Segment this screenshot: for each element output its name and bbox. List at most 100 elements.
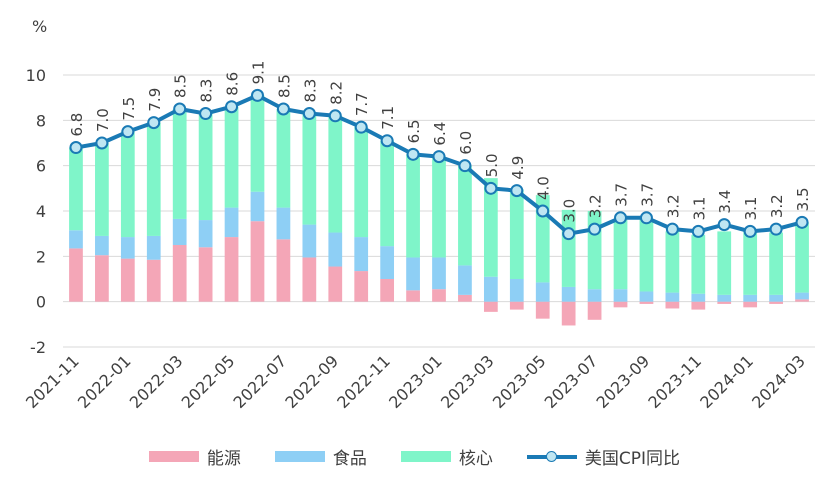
bar-core [172,109,187,219]
cpi-point [173,102,187,116]
cpi-point [562,227,576,241]
data-label: 8.3 [198,79,216,103]
y-tick-label: 4 [36,202,46,221]
bar-food [250,191,265,222]
bar-core [198,113,213,221]
cpi-point [588,222,602,236]
bar-food [458,265,472,295]
legend: 能源 食品 核心 美国CPI同比 [0,440,829,472]
x-tick-label: 2023-01 [385,351,446,412]
data-label: 3.2 [768,194,786,218]
cpi-point [536,204,550,218]
cpi-point [121,125,135,139]
bar-food [743,294,758,302]
data-label: 3.1 [742,197,760,221]
bar-energy [483,301,498,312]
data-label: 9.1 [249,61,267,85]
bar-energy [276,239,291,302]
y-tick-label: 10 [26,66,46,85]
bar-energy [613,301,628,308]
bar-food [587,289,602,302]
bar-food [120,237,135,259]
data-label: 6.5 [405,119,423,143]
bar-food [354,237,369,272]
bar-food [95,235,109,256]
bar-food [328,232,343,267]
bar-energy [795,299,809,302]
bar-core [95,143,109,236]
bar-energy [561,301,576,326]
bar-energy [95,255,109,302]
bar-energy [432,289,446,302]
legend-swatch-cpi [526,450,577,462]
legend-item-core: 核心 [400,444,493,469]
cpi-point [406,147,420,161]
cpi-point [225,100,239,114]
cpi-point [276,102,290,116]
legend-item-cpi: 美国CPI同比 [526,444,681,469]
legend-label-cpi: 美国CPI同比 [584,448,681,469]
cpi-point [380,134,394,148]
bar-energy [224,237,239,302]
cpi-point [795,215,809,229]
legend-label-energy: 能源 [206,448,241,469]
bar-core [509,189,524,279]
bar-energy [302,257,317,302]
x-tick-label: 2022-01 [74,351,135,412]
y-tick-label: 6 [36,157,46,176]
bar-food [224,207,239,238]
data-label: 7.1 [379,106,397,130]
bar-energy [509,301,524,310]
bar-core [380,140,395,247]
data-label: 3.5 [794,187,812,211]
y-unit-label: % [32,17,47,36]
cpi-point [614,211,628,225]
bar-energy [172,245,187,302]
bar-food [535,282,550,302]
bar-core [483,178,498,277]
bar-food [302,224,317,258]
bar-food [483,276,498,302]
x-tick-label: 2023-05 [489,351,550,412]
cpi-point [147,116,161,130]
x-tick-label: 2022-11 [333,351,394,412]
bar-core [717,231,732,295]
x-axis: 2021-112022-012022-032022-052022-072022-… [22,351,809,412]
bar-food [665,292,680,302]
data-label: 3.7 [638,183,656,207]
bar-core [328,115,343,233]
legend-swatch-core [400,450,451,462]
cpi-point [510,184,524,198]
bar-energy [380,279,395,302]
x-tick-label: 2021-11 [22,351,83,412]
cpi-point [743,224,757,238]
bar-core [795,222,809,293]
x-tick-label: 2024-03 [748,351,809,412]
x-tick-label: 2024-01 [696,351,757,412]
bar-food [146,235,161,260]
legend-item-food: 食品 [274,444,367,469]
data-label: 5.0 [483,153,501,177]
cpi-point [354,120,368,134]
y-tick-label: 2 [36,247,46,266]
bar-food [380,246,395,279]
bar-core [120,131,135,238]
data-label: 4.9 [509,156,527,180]
data-label: 8.5 [172,74,190,98]
cpi-point [639,211,653,225]
data-label: 7.9 [146,88,164,112]
bar-food [717,294,732,302]
bar-core [302,113,317,225]
bar-core [639,218,654,292]
x-tick-label: 2023-09 [593,351,654,412]
data-label: 4.0 [535,176,553,200]
bar-core [769,232,783,295]
bar-energy [146,259,161,302]
cpi-point [69,141,83,155]
bar-energy [717,301,732,304]
bar-energy [69,248,83,302]
bar-energy [120,258,135,302]
bar-core [458,165,472,266]
bar-core [69,147,83,231]
